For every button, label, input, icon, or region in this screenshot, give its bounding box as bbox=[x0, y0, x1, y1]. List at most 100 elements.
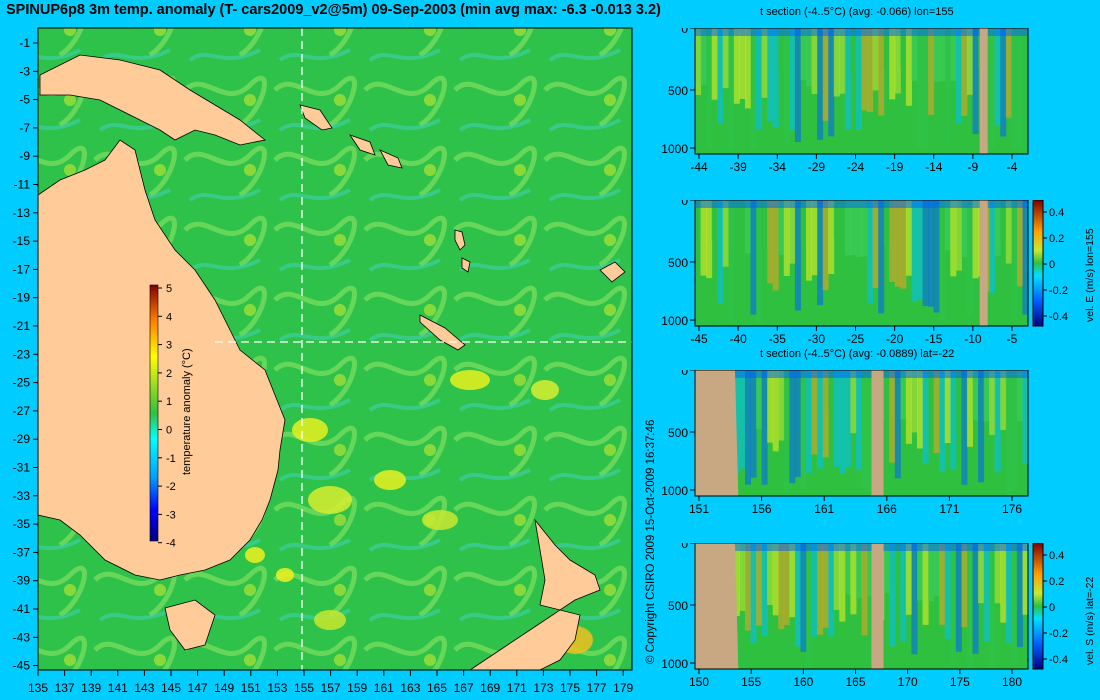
lon-tick-label: 177 bbox=[587, 681, 607, 695]
lat-tick-label: -39 bbox=[13, 574, 31, 588]
section-x-tick-label: 166 bbox=[877, 502, 897, 516]
temperature-colorbar bbox=[149, 284, 159, 542]
section-x-tick-label: -25 bbox=[847, 332, 865, 346]
temperature-anomaly-map: temperature anomaly (°C) 543210-1-2-3-4 … bbox=[13, 27, 634, 695]
colorbar-tick-label: -1 bbox=[166, 453, 176, 465]
depth-tick-label: 500 bbox=[668, 426, 688, 440]
section-x-tick-label: -19 bbox=[886, 160, 904, 174]
section-x-tick-label: 170 bbox=[898, 675, 918, 689]
lat-tick-label: -43 bbox=[13, 630, 31, 644]
section-x-tick-label: 161 bbox=[814, 502, 834, 516]
lat-tick-label: -19 bbox=[13, 291, 31, 305]
lon-tick-label: 135 bbox=[28, 681, 48, 695]
section-x-tick-label: 160 bbox=[793, 675, 813, 689]
colorbar-label: temperature anomaly (°C) bbox=[181, 348, 193, 475]
lon-tick-label: 175 bbox=[560, 681, 580, 695]
lat-tick-label: -31 bbox=[13, 461, 31, 475]
section-x-tick-label: -39 bbox=[729, 160, 747, 174]
lat-tick-label: -1 bbox=[19, 36, 30, 50]
section-x-tick-label: 175 bbox=[950, 675, 970, 689]
velocity-colorbar-tick: 0.2 bbox=[1049, 576, 1064, 588]
lon-tick-label: 179 bbox=[613, 681, 633, 695]
lon-tick-label: 171 bbox=[507, 681, 527, 695]
lon-tick-label: 141 bbox=[108, 681, 128, 695]
depth-tick-label: 1000 bbox=[661, 484, 688, 498]
lon-tick-label: 167 bbox=[454, 681, 474, 695]
lat-tick-label: -35 bbox=[13, 517, 31, 531]
velocity-colorbar bbox=[1032, 543, 1044, 670]
section-x-tick-label: -34 bbox=[769, 160, 787, 174]
velocity-colorbar-tick: 0.4 bbox=[1049, 207, 1064, 219]
lat-tick-label: -37 bbox=[13, 545, 31, 559]
section-x-tick-label: 155 bbox=[741, 675, 761, 689]
section-x-tick-label: 150 bbox=[689, 675, 709, 689]
lon-tick-label: 157 bbox=[321, 681, 341, 695]
colorbar-tick-label: 1 bbox=[166, 396, 172, 408]
lon-tick-label: 169 bbox=[480, 681, 500, 695]
section-x-tick-label: -30 bbox=[808, 332, 826, 346]
lat-tick-label: -11 bbox=[14, 178, 31, 192]
lon-tick-label: 143 bbox=[134, 681, 154, 695]
lat-tick-label: -21 bbox=[13, 319, 31, 333]
section-x-tick-label: 171 bbox=[939, 502, 959, 516]
colorbar-tick-label: 3 bbox=[166, 340, 172, 352]
depth-tick-label: 1000 bbox=[661, 657, 688, 671]
lon-tick-label: 165 bbox=[427, 681, 447, 695]
velocity-colorbar-tick: 0 bbox=[1049, 602, 1055, 614]
velocity-colorbar bbox=[1032, 200, 1044, 327]
lat-tick-label: -23 bbox=[13, 347, 31, 361]
lon-tick-label: 145 bbox=[161, 681, 181, 695]
colorbar-tick-label: 0 bbox=[166, 425, 172, 437]
section-x-tick-label: 180 bbox=[1002, 675, 1022, 689]
lon-tick-label: 149 bbox=[214, 681, 234, 695]
section-x-tick-label: 176 bbox=[1002, 502, 1022, 516]
section-land bbox=[979, 200, 988, 326]
section-x-tick-label: -24 bbox=[847, 160, 865, 174]
section-land bbox=[871, 543, 884, 669]
section-x-tick-label: 151 bbox=[689, 502, 709, 516]
velocity-colorbar-tick: 0 bbox=[1049, 259, 1055, 271]
section-land bbox=[979, 28, 988, 154]
section-title: t section (-4..5°C) (avg: -0.066) lon=15… bbox=[760, 6, 954, 18]
section-x-tick-label: -29 bbox=[808, 160, 826, 174]
section-panel: 0 500 1000-45 -40 -35 -30 -25 -20 -15 -10 -5 0.4 0.2… bbox=[661, 200, 1068, 346]
depth-tick-label: 0 bbox=[681, 200, 688, 208]
section-x-tick-label: -9 bbox=[968, 160, 979, 174]
lon-tick-label: 159 bbox=[347, 681, 367, 695]
lat-tick-label: -17 bbox=[13, 262, 31, 276]
lat-tick-label: -5 bbox=[19, 93, 30, 107]
lon-tick-label: 151 bbox=[241, 681, 261, 695]
velocity-colorbar-tick: -0.2 bbox=[1049, 285, 1068, 297]
section-land bbox=[695, 370, 739, 496]
depth-tick-label: 500 bbox=[668, 84, 688, 98]
velocity-colorbar-label: vel. S (m/s) lat=-22 bbox=[1084, 576, 1096, 665]
depth-tick-label: 0 bbox=[681, 370, 688, 378]
lon-tick-label: 139 bbox=[81, 681, 101, 695]
section-land bbox=[695, 543, 739, 669]
land bbox=[37, 54, 626, 671]
depth-tick-label: 0 bbox=[681, 543, 688, 551]
colorbar-tick-label: 2 bbox=[166, 368, 172, 380]
lon-tick-label: 161 bbox=[374, 681, 394, 695]
colorbar-tick-label: -3 bbox=[166, 509, 176, 521]
lon-tick-label: 153 bbox=[267, 681, 287, 695]
depth-tick-label: 0 bbox=[681, 28, 688, 36]
lon-tick-label: 147 bbox=[188, 681, 208, 695]
depth-tick-label: 1000 bbox=[661, 314, 688, 328]
lat-tick-label: -29 bbox=[13, 432, 31, 446]
lat-tick-label: -27 bbox=[13, 404, 31, 418]
velocity-colorbar-tick: -0.4 bbox=[1049, 311, 1068, 323]
section-x-tick-label: 156 bbox=[752, 502, 772, 516]
section-x-tick-label: -35 bbox=[769, 332, 787, 346]
velocity-colorbar-tick: 0.2 bbox=[1049, 233, 1064, 245]
depth-tick-label: 1000 bbox=[661, 142, 688, 156]
velocity-colorbar-tick: -0.2 bbox=[1049, 628, 1068, 640]
velocity-colorbar-tick: 0.4 bbox=[1049, 550, 1064, 562]
colorbar-tick-label: 5 bbox=[166, 283, 172, 295]
figure-title: SPINUP6p8 3m temp. anomaly (T- cars2009_… bbox=[6, 2, 661, 18]
velocity-colorbar-label: vel. E (m/s) lon=155 bbox=[1084, 228, 1096, 322]
section-x-tick-label: -4 bbox=[1007, 160, 1018, 174]
lat-tick-label: -41 bbox=[13, 602, 31, 616]
section-x-tick-label: -20 bbox=[886, 332, 904, 346]
